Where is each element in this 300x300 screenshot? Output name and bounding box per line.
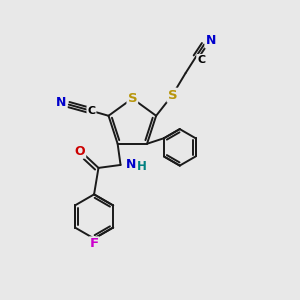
Text: N: N xyxy=(126,158,136,171)
Text: N: N xyxy=(56,96,67,109)
Text: S: S xyxy=(167,89,177,102)
Text: C: C xyxy=(87,106,95,116)
Text: C: C xyxy=(197,55,205,65)
Text: H: H xyxy=(137,160,147,173)
Text: S: S xyxy=(128,92,137,105)
Text: N: N xyxy=(206,34,216,47)
Text: O: O xyxy=(75,145,85,158)
Text: F: F xyxy=(89,237,99,250)
